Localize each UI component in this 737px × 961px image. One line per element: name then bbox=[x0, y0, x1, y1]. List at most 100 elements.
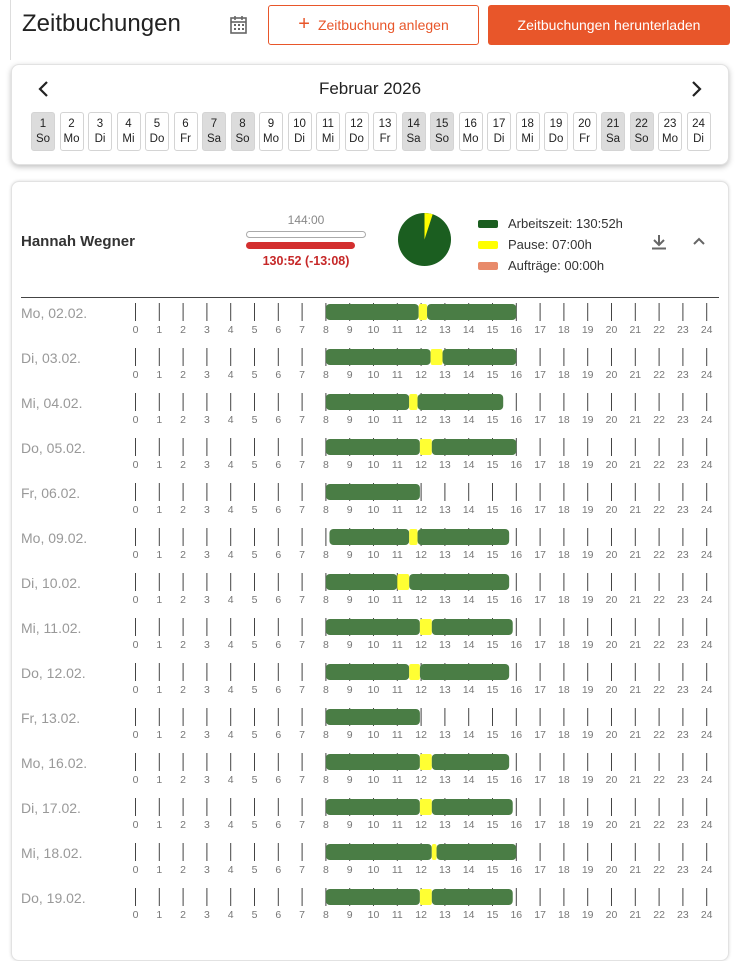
day-button[interactable]: 4 Mi bbox=[116, 112, 141, 151]
pause-segment-bar[interactable] bbox=[397, 574, 410, 590]
day-button[interactable]: 15 So bbox=[430, 112, 454, 151]
work-segment-bar[interactable] bbox=[427, 304, 517, 320]
hour-tick-label: 20 bbox=[606, 414, 618, 426]
day-button[interactable]: 1 So bbox=[31, 112, 55, 151]
day-button[interactable]: 19 Do bbox=[544, 112, 568, 151]
download-time-bookings-button[interactable]: Zeitbuchungen herunterladen bbox=[488, 5, 730, 45]
pause-segment-bar[interactable] bbox=[419, 799, 432, 815]
day-button[interactable]: 9 Mo bbox=[259, 112, 283, 151]
work-segment-bar[interactable] bbox=[431, 754, 510, 770]
work-segment-bar[interactable] bbox=[325, 754, 420, 770]
hour-tick-label: 3 bbox=[204, 549, 210, 561]
hour-tick-label: 4 bbox=[228, 459, 234, 471]
day-button[interactable]: 5 Do bbox=[145, 112, 169, 151]
day-button[interactable]: 16 Mo bbox=[458, 112, 483, 151]
pause-segment-bar[interactable] bbox=[419, 619, 432, 635]
pause-segment-bar[interactable] bbox=[418, 304, 428, 320]
hour-tick-label: 22 bbox=[653, 549, 665, 561]
hour-tick-label: 24 bbox=[701, 369, 713, 381]
day-button[interactable]: 24 Di bbox=[686, 112, 711, 151]
work-segment-bar[interactable] bbox=[325, 709, 420, 725]
day-button[interactable]: 12 Do bbox=[344, 112, 369, 151]
day-button[interactable]: 22 So bbox=[629, 112, 654, 151]
next-month-chevron-icon[interactable] bbox=[684, 77, 708, 101]
day-button[interactable]: 7 Sa bbox=[202, 112, 226, 151]
hour-tick-label: 19 bbox=[582, 369, 594, 381]
work-segment-bar[interactable] bbox=[325, 799, 420, 815]
hour-tick-label: 1 bbox=[156, 909, 162, 921]
work-segment-bar[interactable] bbox=[417, 394, 504, 410]
hour-tick-label: 22 bbox=[653, 819, 665, 831]
work-segment-bar[interactable] bbox=[419, 664, 510, 680]
hour-tick-label: 0 bbox=[133, 324, 139, 336]
day-button[interactable]: 13 Fr bbox=[373, 112, 397, 151]
hour-tick-label: 20 bbox=[606, 639, 618, 651]
previous-month-chevron-icon[interactable] bbox=[32, 77, 56, 101]
hour-tick-label: 10 bbox=[368, 369, 380, 381]
hour-tick-label: 21 bbox=[629, 504, 641, 516]
work-segment-bar[interactable] bbox=[325, 664, 410, 680]
day-number: 13 bbox=[378, 118, 392, 130]
day-button[interactable]: 2 Mo bbox=[59, 112, 84, 151]
hour-tick-label: 3 bbox=[204, 864, 210, 876]
hour-tick-label: 5 bbox=[252, 504, 258, 516]
day-button[interactable]: 18 Mi bbox=[515, 112, 540, 151]
hour-tick-label: 18 bbox=[558, 729, 570, 741]
day-button[interactable]: 10 Di bbox=[287, 112, 312, 151]
download-icon[interactable] bbox=[649, 232, 669, 252]
day-button[interactable]: 8 So bbox=[230, 112, 255, 151]
work-segment-bar[interactable] bbox=[417, 529, 510, 545]
work-segment-bar[interactable] bbox=[409, 574, 510, 590]
day-button[interactable]: 23 Mo bbox=[658, 112, 682, 151]
work-segment-bar[interactable] bbox=[431, 439, 517, 455]
hour-tick-label: 20 bbox=[606, 819, 618, 831]
hour-tick-label: 12 bbox=[415, 639, 427, 651]
work-segment-bar[interactable] bbox=[325, 889, 420, 905]
hour-tick-label: 11 bbox=[392, 729, 403, 741]
work-segment-bar[interactable] bbox=[325, 574, 398, 590]
add-time-booking-button[interactable]: + Zeitbuchung anlegen bbox=[268, 5, 479, 45]
hour-tick-label: 12 bbox=[415, 729, 427, 741]
work-segment-bar[interactable] bbox=[431, 799, 513, 815]
calendar-grid-icon[interactable] bbox=[229, 15, 249, 35]
work-segment-bar[interactable] bbox=[329, 529, 410, 545]
work-segment-bar[interactable] bbox=[325, 394, 410, 410]
work-segment-bar[interactable] bbox=[325, 484, 420, 500]
work-segment-bar[interactable] bbox=[325, 304, 419, 320]
hour-tick-label: 0 bbox=[133, 369, 139, 381]
work-segment-bar[interactable] bbox=[431, 619, 513, 635]
hour-tick-label: 4 bbox=[228, 414, 234, 426]
day-button[interactable]: 6 Fr bbox=[173, 112, 198, 151]
hour-tick-label: 12 bbox=[415, 414, 427, 426]
pause-segment-bar[interactable] bbox=[419, 889, 432, 905]
work-segment-bar[interactable] bbox=[325, 619, 420, 635]
day-button[interactable]: 21 Sa bbox=[601, 112, 625, 151]
work-segment-bar[interactable] bbox=[325, 349, 431, 365]
hour-tick-label: 24 bbox=[701, 639, 713, 651]
hour-tick-label: 7 bbox=[299, 819, 305, 831]
hour-tick-label: 22 bbox=[653, 459, 665, 471]
pause-segment-bar[interactable] bbox=[431, 844, 437, 860]
work-segment-bar[interactable] bbox=[325, 844, 432, 860]
hour-tick-label: 22 bbox=[653, 729, 665, 741]
pause-segment-bar[interactable] bbox=[419, 754, 432, 770]
collapse-chevron-up-icon[interactable] bbox=[689, 232, 709, 252]
day-button[interactable]: 11 Mi bbox=[316, 112, 340, 151]
hour-tick-label: 10 bbox=[368, 594, 380, 606]
pause-segment-bar[interactable] bbox=[419, 439, 432, 455]
work-segment-bar[interactable] bbox=[442, 349, 517, 365]
day-button[interactable]: 3 Di bbox=[88, 112, 112, 151]
pause-segment-bar[interactable] bbox=[430, 349, 443, 365]
work-segment-bar[interactable] bbox=[325, 439, 420, 455]
work-segment-bar[interactable] bbox=[431, 889, 513, 905]
hour-tick-label: 5 bbox=[252, 684, 258, 696]
pause-segment-bar[interactable] bbox=[409, 394, 418, 410]
day-button[interactable]: 20 Fr bbox=[572, 112, 597, 151]
work-segment-bar[interactable] bbox=[436, 844, 517, 860]
pause-segment-bar[interactable] bbox=[409, 664, 420, 680]
hour-tick-label: 9 bbox=[347, 504, 353, 516]
day-button[interactable]: 17 Di bbox=[487, 112, 511, 151]
pause-segment-bar[interactable] bbox=[409, 529, 418, 545]
day-button[interactable]: 14 Sa bbox=[401, 112, 426, 151]
timeline-day-label: Mo, 16.02. bbox=[21, 755, 88, 771]
